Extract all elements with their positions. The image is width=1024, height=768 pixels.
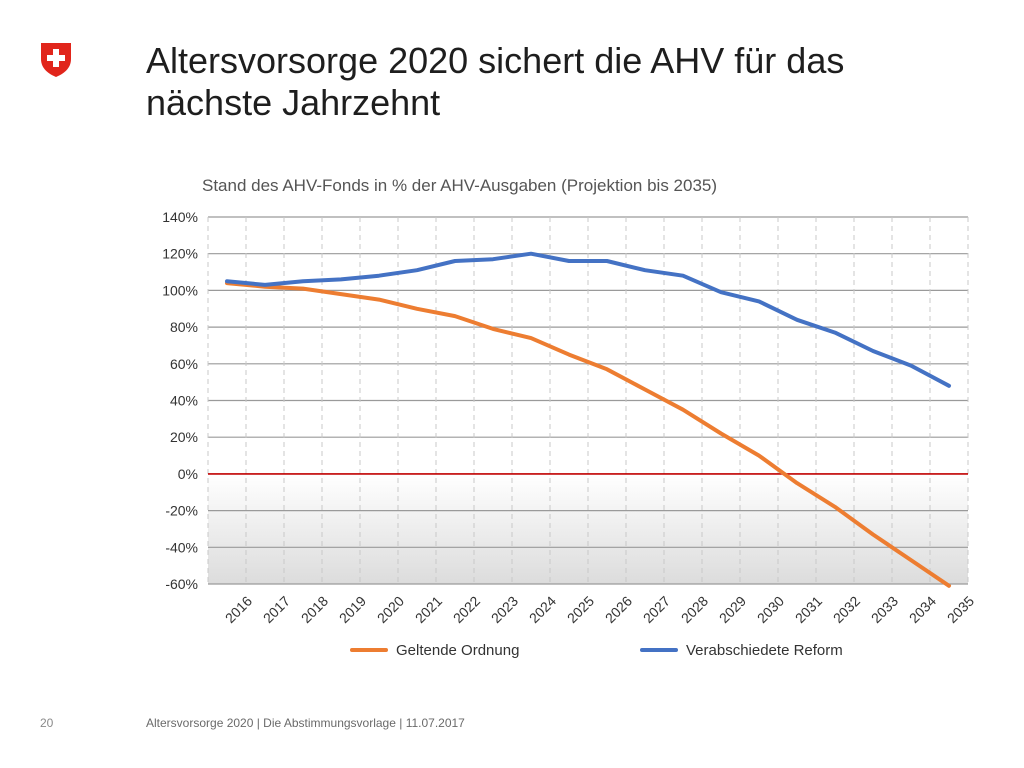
y-tick-label: 40% [170, 393, 198, 409]
legend-label: Verabschiedete Reform [686, 642, 843, 659]
line-chart: Stand des AHV-Fonds in % der AHV-Ausgabe… [162, 176, 977, 659]
x-tick-label: 2032 [830, 593, 863, 626]
y-tick-label: -60% [165, 576, 198, 592]
x-tick-label: 2027 [640, 593, 673, 626]
y-tick-label: -20% [165, 503, 198, 519]
x-tick-label: 2026 [602, 593, 635, 626]
x-tick-label: 2030 [754, 593, 787, 626]
y-tick-label: 60% [170, 356, 198, 372]
x-tick-label: 2016 [222, 593, 255, 626]
negative-area-shading [208, 473, 968, 584]
series-line-verabschiedete-reform [225, 251, 951, 388]
y-tick-label: 0% [178, 466, 198, 482]
swiss-cross-logo [40, 42, 72, 78]
page-number: 20 [40, 716, 54, 730]
y-tick-label: 140% [162, 209, 198, 225]
x-tick-label: 2018 [298, 593, 331, 626]
slide-title: Altersvorsorge 2020 sichert die AHV für … [146, 40, 966, 124]
x-tick-label: 2020 [374, 593, 407, 626]
x-tick-label: 2031 [792, 593, 825, 626]
x-tick-label: 2033 [868, 593, 901, 626]
y-tick-label: 80% [170, 319, 198, 335]
x-tick-label: 2021 [412, 593, 445, 626]
legend-label: Geltende Ordnung [396, 642, 519, 659]
chart-title: Stand des AHV-Fonds in % der AHV-Ausgabe… [202, 176, 717, 195]
series-line-geltende-ordnung [225, 281, 951, 588]
x-tick-label: 2023 [488, 593, 521, 626]
chart-container: Stand des AHV-Fonds in % der AHV-Ausgabe… [140, 160, 990, 680]
y-tick-label: -40% [165, 539, 198, 555]
x-tick-label: 2029 [716, 593, 749, 626]
x-tick-label: 2017 [260, 593, 293, 626]
y-tick-label: 20% [170, 429, 198, 445]
x-tick-label: 2025 [564, 593, 597, 626]
x-tick-label: 2034 [906, 593, 939, 626]
x-tick-label: 2024 [526, 593, 559, 626]
x-tick-label: 2035 [944, 593, 977, 626]
slide-title-line1: Altersvorsorge 2020 sichert die AHV für … [146, 40, 845, 81]
footer-text: Altersvorsorge 2020 | Die Abstimmungsvor… [146, 716, 465, 730]
x-tick-label: 2028 [678, 593, 711, 626]
swiss-shield-icon [41, 43, 71, 77]
x-tick-label: 2022 [450, 593, 483, 626]
slide-title-line2: nächste Jahrzehnt [146, 82, 441, 123]
x-tick-label: 2019 [336, 593, 369, 626]
y-tick-label: 100% [162, 282, 198, 298]
y-tick-label: 120% [162, 246, 198, 262]
